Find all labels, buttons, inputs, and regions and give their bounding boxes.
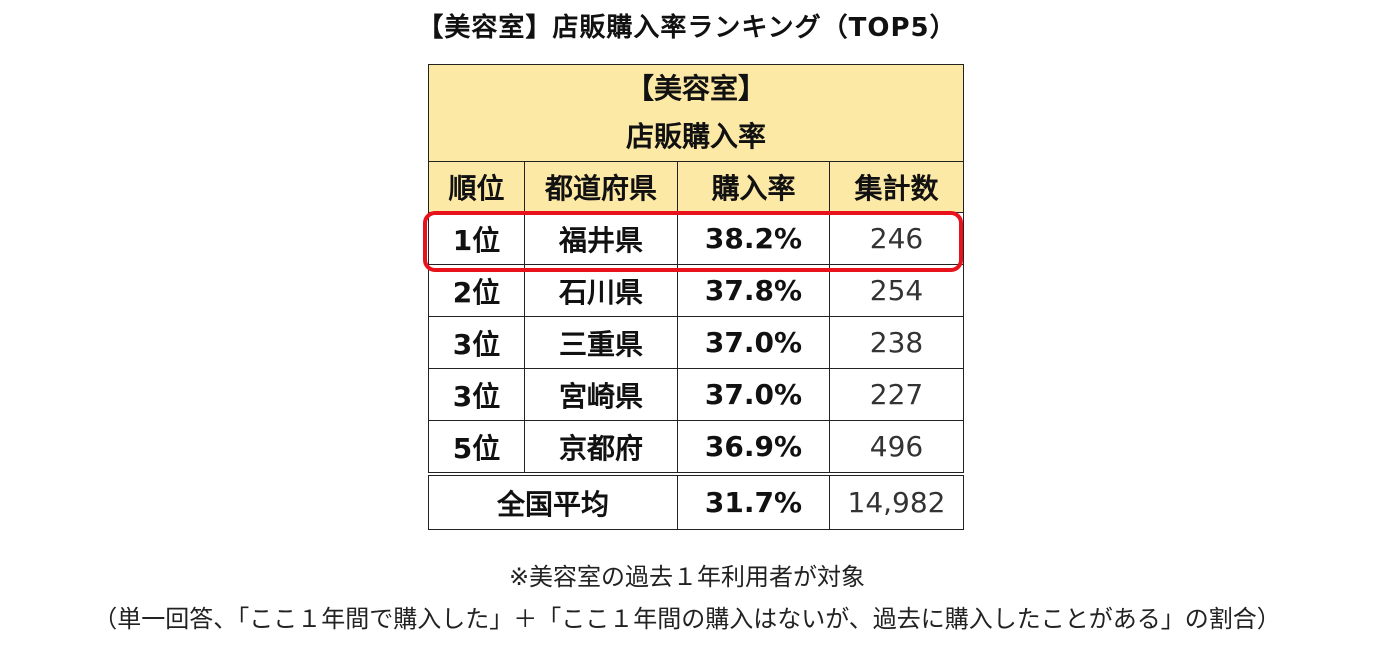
table-title-row: 【美容室】 店販購入率 xyxy=(427,64,965,162)
table-title-line1: 【美容室】 xyxy=(626,72,767,105)
rate-cell: 37.0% xyxy=(677,368,830,421)
count-cell: 246 xyxy=(828,212,965,265)
table-row: 3位 三重県 37.0% 238 xyxy=(428,316,965,369)
table-title-line2: 店販購入率 xyxy=(626,120,767,153)
rank-cell: 3位 xyxy=(428,368,525,421)
rate-cell: 38.2% xyxy=(677,212,830,265)
rank-cell: 3位 xyxy=(428,316,525,369)
footnote-definition: （単一回答、「ここ１年間で購入した」＋「ここ１年間の購入はないが、過去に購入した… xyxy=(93,605,1281,633)
count-cell: 254 xyxy=(828,264,965,317)
prefecture-cell: 三重県 xyxy=(524,316,678,369)
rate-cell: 37.0% xyxy=(677,316,830,369)
prefecture-cell: 福井県 xyxy=(524,212,678,265)
ranking-table: 【美容室】 店販購入率 順位 都道府県 購入率 集計数 1位 福井県 38.2%… xyxy=(427,64,965,530)
footnote-target: ※美容室の過去１年利用者が対象 xyxy=(508,563,866,591)
column-header-rate: 購入率 xyxy=(677,161,830,213)
table-row: 1位 福井県 38.2% 246 xyxy=(428,212,965,265)
column-header-prefecture: 都道府県 xyxy=(524,161,678,213)
table-row: 3位 宮崎県 37.0% 227 xyxy=(428,368,965,421)
rank-cell: 1位 xyxy=(428,212,525,265)
count-cell: 227 xyxy=(828,368,965,421)
national-average-row: 全国平均 31.7% 14,982 xyxy=(428,472,965,530)
prefecture-cell: 京都府 xyxy=(524,420,678,475)
rank-cell: 5位 xyxy=(428,420,525,475)
national-average-label: 全国平均 xyxy=(428,472,678,530)
count-cell: 238 xyxy=(828,316,965,369)
rank-cell: 2位 xyxy=(428,264,525,317)
prefecture-cell: 宮崎県 xyxy=(524,368,678,421)
table-title-cell: 【美容室】 店販購入率 xyxy=(427,64,965,162)
column-header-rank: 順位 xyxy=(428,161,525,213)
rate-cell: 37.8% xyxy=(677,264,830,317)
rate-cell: 36.9% xyxy=(677,420,830,475)
column-header-count: 集計数 xyxy=(828,161,965,213)
prefecture-cell: 石川県 xyxy=(524,264,678,317)
table-row: 2位 石川県 37.8% 254 xyxy=(428,264,965,317)
national-average-rate: 31.7% xyxy=(677,472,830,530)
table-row: 5位 京都府 36.9% 496 xyxy=(428,420,965,475)
page-title: 【美容室】店販購入率ランキング（TOP5） xyxy=(417,13,957,43)
column-header-row: 順位 都道府県 購入率 集計数 xyxy=(428,161,965,213)
national-average-count: 14,982 xyxy=(828,472,965,530)
count-cell: 496 xyxy=(828,420,965,475)
